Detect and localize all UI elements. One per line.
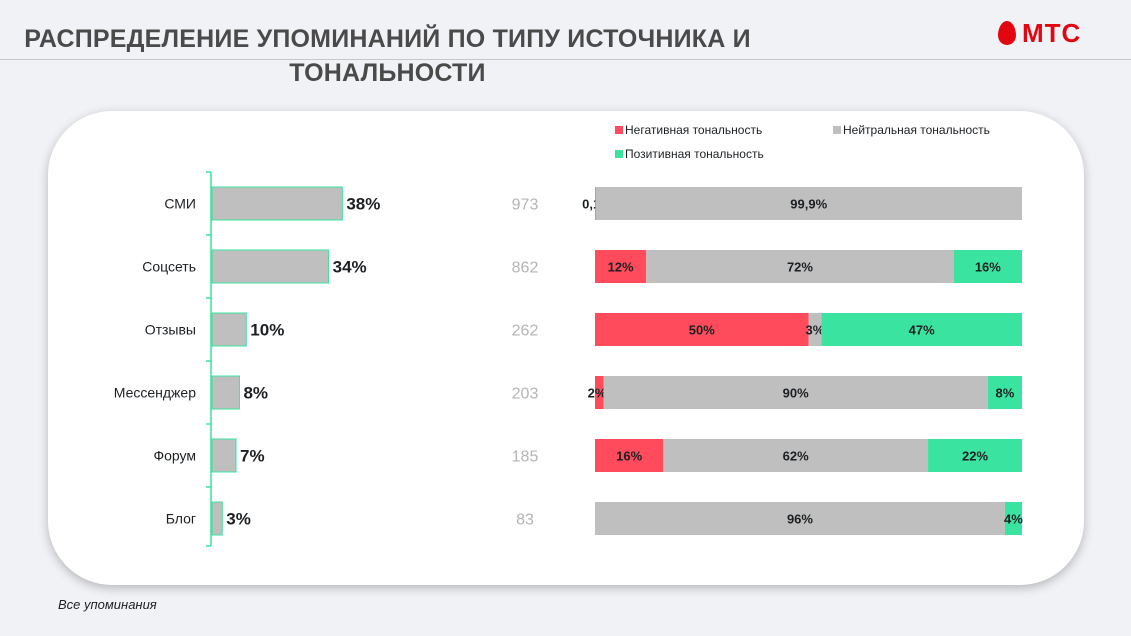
tonality-segment-positive [953, 250, 1022, 283]
tonality-segment-neutral [603, 376, 988, 409]
mention-count: 83 [516, 512, 534, 529]
tonality-segment-negative [595, 313, 809, 346]
mention-count: 862 [512, 260, 539, 277]
tonality-value-label: 8% [996, 386, 1015, 401]
tonality-segment-negative [595, 439, 664, 472]
legend-label-negative: Негативная тональность [625, 123, 762, 137]
tonality-segment-neutral [663, 439, 929, 472]
legend-label-positive: Позитивная тональность [625, 147, 764, 161]
mts-logo-text: МТС [1022, 17, 1082, 48]
tonality-value-label: 62% [783, 449, 809, 464]
share-bar [211, 312, 247, 347]
tonality-value-label: 72% [787, 260, 813, 275]
tonality-value-label: 90% [783, 386, 809, 401]
legend-label-neutral: Нейтральная тональность [843, 123, 990, 137]
mention-count: 185 [512, 449, 539, 466]
legend-swatch-neutral [833, 126, 841, 134]
share-value-label: 3% [226, 510, 251, 529]
tonality-value-label: 50% [689, 323, 715, 338]
category-label: СМИ [164, 196, 196, 212]
tonality-segment-neutral [595, 187, 1022, 220]
legend-swatch-positive [615, 150, 623, 158]
mention-count: 262 [512, 323, 539, 340]
mts-egg-icon [998, 21, 1016, 45]
tonality-value-label: 2% [588, 386, 607, 401]
footnote: Все упоминания [58, 597, 157, 612]
category-label: Форум [153, 448, 196, 464]
tonality-segment-positive [928, 439, 1022, 472]
title-line-1: РАСПРЕДЕЛЕНИЕ УПОМИНАНИЙ ПО ТИПУ ИСТОЧНИ… [24, 25, 751, 53]
category-label: Соцсеть [142, 259, 196, 275]
share-value-label: 34% [333, 258, 367, 277]
tonality-value-label: 12% [608, 260, 634, 275]
tonality-value-label: 4% [1004, 512, 1023, 527]
tonality-segment-neutral [595, 502, 1005, 535]
mention-count: 973 [512, 197, 539, 214]
tonality-value-label: 47% [909, 323, 935, 338]
share-bar [211, 186, 343, 221]
share-value-label: 10% [250, 321, 284, 340]
tonality-value-label: 16% [975, 260, 1001, 275]
share-value-label: 8% [243, 384, 268, 403]
legend-swatch-negative [615, 126, 623, 134]
tonality-segment-positive [987, 376, 1022, 409]
tonality-value-label: 3% [806, 323, 825, 338]
category-label: Отзывы [145, 322, 196, 338]
tonality-segment-negative [595, 250, 647, 283]
share-bar [211, 249, 330, 284]
share-bar [211, 501, 223, 536]
tonality-value-label: 22% [962, 449, 988, 464]
mts-logo: МТС [998, 18, 1081, 48]
share-value-label: 7% [240, 447, 265, 466]
category-label: Блог [166, 511, 196, 527]
share-value-label: 38% [346, 195, 380, 214]
tonality-segment-neutral [646, 250, 954, 283]
share-bar [211, 375, 240, 410]
share-bar [211, 438, 237, 473]
page-title: РАСПРЕДЕЛЕНИЕ УПОМИНАНИЙ ПО ТИПУ ИСТОЧНИ… [0, 22, 775, 90]
tonality-value-label: 99,9% [790, 197, 827, 212]
tonality-segment-positive [821, 313, 1022, 346]
tonality-segment-neutral [808, 313, 822, 346]
tonality-value-label: 96% [787, 512, 813, 527]
category-label: Мессенджер [114, 385, 196, 401]
tonality-value-label: 16% [616, 449, 642, 464]
title-divider [0, 59, 1131, 60]
mention-count: 203 [512, 386, 539, 403]
title-line-2: ТОНАЛЬНОСТИ [289, 59, 486, 87]
tonality-segment-positive [1004, 502, 1022, 535]
tonality-segment-negative [595, 376, 604, 409]
